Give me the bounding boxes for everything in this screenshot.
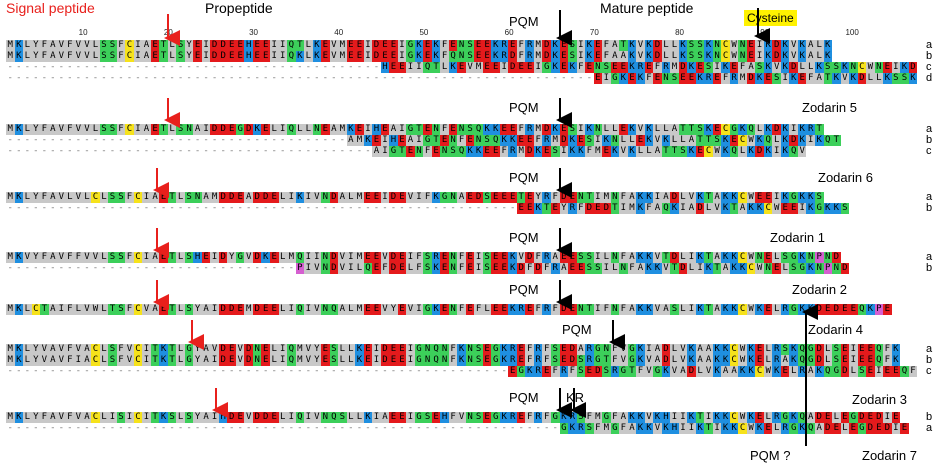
row-tag: a xyxy=(926,191,933,203)
pqm-label: PQM xyxy=(562,322,592,337)
row-tag: b xyxy=(926,262,933,274)
ruler-tick: 10 xyxy=(78,28,88,37)
mature-peptide-header: Mature peptide xyxy=(600,0,694,16)
sequence-row: ----------------------------------------… xyxy=(7,62,918,73)
ruler-tick: 70 xyxy=(589,28,599,37)
block-label: Zodarin 3 xyxy=(852,392,907,407)
ruler-tick: 80 xyxy=(675,28,684,37)
row-tag: c xyxy=(926,145,932,157)
row-tag: c xyxy=(926,61,932,73)
row-tag: b xyxy=(926,411,933,423)
sequence-row: ----------------------------------------… xyxy=(7,146,807,157)
ruler-tick: 60 xyxy=(504,28,514,37)
row-tag: b xyxy=(926,202,933,214)
propeptide-header: Propeptide xyxy=(205,0,273,16)
block-label: Zodarin 2 xyxy=(792,282,847,297)
pqm-top-label: PQM xyxy=(509,14,539,29)
block-label: Zodarin 5 xyxy=(802,100,857,115)
row-tag: a xyxy=(926,251,933,263)
signal-peptide-header: Signal peptide xyxy=(6,0,95,16)
row-tag: a xyxy=(926,422,933,434)
sequence-row: ----------------------------------------… xyxy=(7,73,918,84)
ruler-tick: 30 xyxy=(249,28,258,37)
pqm-label: PQM xyxy=(509,230,539,245)
block-label: Zodarin 1 xyxy=(770,230,825,245)
row-tag: d xyxy=(926,72,933,84)
ruler-tick: 40 xyxy=(334,28,344,37)
pqm-label: PQM xyxy=(509,100,539,115)
row-tag: a xyxy=(926,39,933,51)
ruler-tick: 50 xyxy=(419,28,429,37)
sequence-row: ----------------------------------------… xyxy=(7,366,918,377)
kr-label: KR xyxy=(566,390,585,405)
block-label: Zodarin 4 xyxy=(808,322,863,337)
row-tag: b xyxy=(926,354,933,366)
sequence-row: ----------------------------------------… xyxy=(7,423,909,434)
row-tag: b xyxy=(926,50,933,62)
zodarin7-label: Zodarin 7 xyxy=(862,448,917,463)
sequence-row: ----------------------------------------… xyxy=(7,135,841,146)
sequence-row: ----------------------------------------… xyxy=(7,203,850,214)
pqm-label: PQM xyxy=(509,282,539,297)
ruler-tick: 100 xyxy=(845,28,859,37)
pqm-label: PQM xyxy=(509,170,539,185)
row-tag: c xyxy=(926,365,932,377)
row-tag: a xyxy=(926,123,933,135)
pqm-question-label: PQM ? xyxy=(750,448,791,463)
row-tag: b xyxy=(926,134,933,146)
row-tag: a xyxy=(926,343,933,355)
block-label: Zodarin 6 xyxy=(818,170,873,185)
pqm-label: PQM xyxy=(509,390,539,405)
